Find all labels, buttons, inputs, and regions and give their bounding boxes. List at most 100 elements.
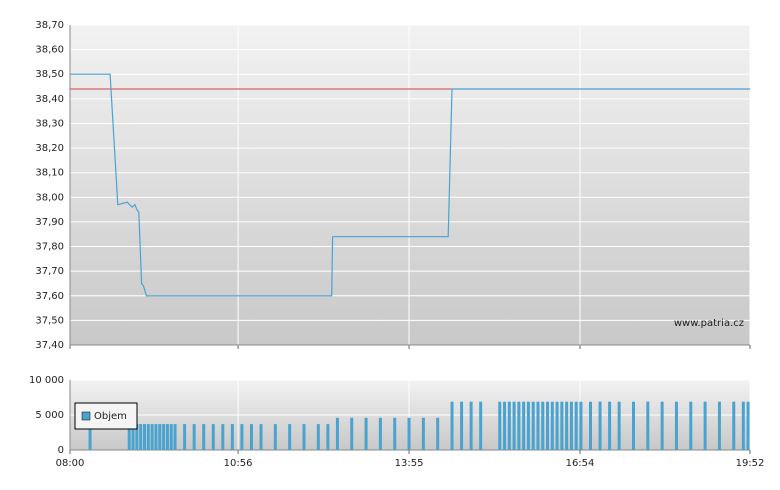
y-tick-label: 38,20 — [35, 143, 64, 154]
volume-bar — [589, 401, 593, 450]
y-tick-label: 37,70 — [35, 266, 64, 277]
volume-bar — [127, 424, 131, 450]
volume-bar — [469, 401, 473, 450]
x-tick-label: 16:54 — [566, 458, 595, 469]
volume-bar — [674, 401, 678, 450]
volume-bar — [169, 424, 173, 450]
volume-bar — [541, 401, 545, 450]
price-line — [70, 73, 750, 297]
y-tick-label: 37,40 — [35, 340, 64, 351]
volume-bar — [335, 417, 339, 450]
volume-bar — [288, 424, 292, 450]
volume-bar — [550, 401, 554, 450]
volume-bar — [560, 401, 564, 450]
volume-bar — [526, 401, 530, 450]
volume-bar — [531, 401, 535, 450]
volume-bar — [202, 424, 206, 450]
volume-bar — [569, 401, 573, 450]
watermark: www.patria.cz — [674, 318, 744, 329]
volume-bar — [660, 401, 664, 450]
y-tick-label: 37,60 — [35, 291, 64, 302]
y-tick-label: 38,10 — [35, 168, 64, 179]
volume-bar — [139, 424, 143, 450]
volume-bar — [546, 401, 550, 450]
volume-bar — [378, 417, 382, 450]
volume-bar — [154, 424, 158, 450]
volume-bar — [249, 424, 253, 450]
volume-bar — [350, 417, 354, 450]
volume-bar — [555, 401, 559, 450]
volume-bar — [741, 401, 745, 450]
x-tick-label: 19:52 — [736, 458, 765, 469]
y-tick-label: 38,40 — [35, 94, 64, 105]
x-tick-label: 08:00 — [56, 458, 85, 469]
volume-bar — [512, 401, 516, 450]
volume-bar — [617, 401, 621, 450]
x-tick-label: 13:55 — [395, 458, 424, 469]
volume-bar — [574, 401, 578, 450]
volume-bar — [598, 401, 602, 450]
volume-bar — [631, 401, 635, 450]
price-panel — [70, 25, 750, 345]
volume-bar — [173, 424, 177, 450]
volume-bar — [183, 424, 187, 450]
volume-bar — [221, 424, 225, 450]
volume-bar — [364, 417, 368, 450]
volume-bar — [88, 424, 92, 450]
x-tick-label: 10:56 — [224, 458, 253, 469]
volume-bar — [522, 401, 526, 450]
volume-bar — [158, 424, 162, 450]
volume-bar — [316, 424, 320, 450]
volume-bar — [407, 417, 411, 450]
volume-bar — [135, 424, 139, 450]
volume-bar — [150, 424, 154, 450]
y-tick-label: 0 — [58, 445, 64, 456]
volume-bar — [240, 424, 244, 450]
volume-bar — [646, 401, 650, 450]
y-tick-label: 37,90 — [35, 217, 64, 228]
volume-bar — [273, 424, 277, 450]
volume-bar — [326, 424, 330, 450]
volume-bar — [192, 424, 196, 450]
volume-bar — [536, 401, 540, 450]
volume-bar — [302, 424, 306, 450]
volume-bar — [498, 401, 502, 450]
y-tick-label: 38,60 — [35, 45, 64, 56]
y-tick-label: 38,00 — [35, 192, 64, 203]
volume-bar — [259, 424, 263, 450]
volume-bar — [689, 401, 693, 450]
volume-bar — [565, 401, 569, 450]
volume-bar — [450, 401, 454, 450]
volume-bar — [479, 401, 483, 450]
volume-bar — [211, 424, 215, 450]
y-tick-label: 37,80 — [35, 242, 64, 253]
legend-label: Objem — [94, 411, 127, 422]
y-tick-label: 38,30 — [35, 118, 64, 129]
volume-bar — [703, 401, 707, 450]
volume-bar — [131, 424, 135, 450]
volume-bar — [146, 424, 150, 450]
volume-bar — [162, 424, 166, 450]
y-tick-label: 5 000 — [35, 410, 64, 421]
volume-bar — [608, 401, 612, 450]
volume-bar — [732, 401, 736, 450]
y-tick-label: 37,50 — [35, 315, 64, 326]
legend-swatch — [81, 411, 91, 421]
volume-bar — [142, 424, 146, 450]
volume-bar — [421, 417, 425, 450]
y-tick-label: 38,70 — [35, 20, 64, 31]
y-tick-label: 10 000 — [29, 375, 64, 386]
volume-bar — [507, 401, 511, 450]
volume-bar — [165, 424, 169, 450]
volume-bar — [579, 401, 583, 450]
volume-bar — [460, 401, 464, 450]
volume-bar — [436, 417, 440, 450]
y-tick-label: 38,50 — [35, 69, 64, 80]
volume-bar — [717, 401, 721, 450]
volume-bar — [517, 401, 521, 450]
volume-bar — [230, 424, 234, 450]
volume-bar — [393, 417, 397, 450]
volume-bar — [503, 401, 507, 450]
volume-bar — [746, 401, 750, 450]
